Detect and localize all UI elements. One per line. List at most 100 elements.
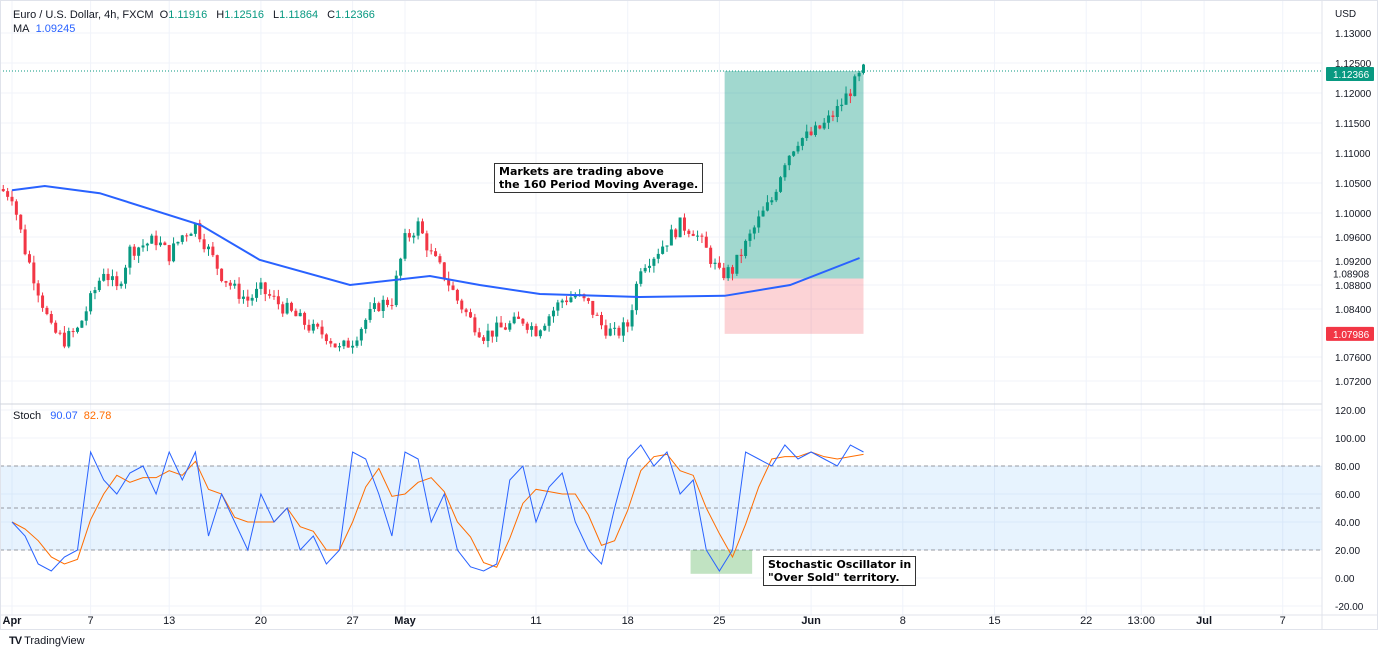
grid: [0, 0, 1322, 615]
candle-body: [172, 243, 176, 262]
candle-body: [62, 332, 66, 347]
candle-body: [76, 327, 79, 332]
tradingview-icon: TV: [9, 635, 22, 647]
candle-body: [464, 309, 468, 313]
candles: [1, 63, 865, 354]
candle-body: [600, 315, 603, 326]
candle-body: [503, 327, 507, 330]
high-value: 1.12516: [224, 9, 264, 21]
symbol-title: Euro / U.S. Dollar, 4h, FXCM: [13, 9, 154, 21]
stoch-band: [0, 465, 1322, 574]
candle-body: [364, 319, 368, 329]
candle-body: [6, 191, 10, 197]
candle-body: [455, 289, 459, 301]
candle-body: [696, 235, 700, 237]
candle-body: [407, 233, 411, 238]
candle-body: [23, 229, 27, 255]
candle-body: [394, 275, 398, 306]
candle-body: [573, 295, 577, 298]
x-tick-label: Apr: [3, 615, 23, 627]
candle-body: [586, 298, 590, 301]
candle-body: [41, 295, 45, 308]
candle-body: [281, 304, 285, 314]
candle-body: [630, 310, 634, 327]
stoch-annotation-line-1: Stochastic Oscillator in: [768, 558, 912, 571]
stoch-tick-label: 40.00: [1335, 518, 1360, 529]
stoch-tick-label: 20.00: [1335, 546, 1360, 557]
candle-body: [613, 327, 617, 329]
candle-body: [726, 267, 730, 279]
candle-body: [643, 267, 647, 272]
candle-body: [425, 233, 429, 251]
candle-body: [447, 278, 451, 286]
stoch-annotation[interactable]: Stochastic Oscillator in "Over Sold" ter…: [763, 556, 917, 586]
candle-body: [80, 320, 84, 328]
candle-body: [857, 72, 861, 77]
candle-body: [220, 268, 224, 282]
candle-body: [67, 331, 71, 347]
long-position-tool[interactable]: [0, 70, 1322, 334]
chart-border: [0, 0, 1378, 630]
candle-body: [787, 155, 791, 166]
candle-body: [1, 189, 5, 192]
candle-body: [132, 246, 136, 256]
candle-body: [700, 235, 704, 237]
x-tick-label: 15: [988, 615, 1000, 627]
symbol-legend: Euro / U.S. Dollar, 4h, FXCM O1.11916 H1…: [13, 9, 381, 21]
candle-body: [704, 236, 708, 248]
candle-body: [333, 343, 337, 348]
candle-body: [822, 122, 826, 129]
candle-body: [678, 217, 682, 238]
close-label: C: [327, 9, 336, 21]
price-tick-label: 1.12000: [1335, 89, 1372, 100]
stoch-tick-label: -20.00: [1335, 602, 1364, 613]
candle-body: [381, 299, 385, 312]
tradingview-wordmark: TradingView: [24, 635, 85, 647]
candle-body: [765, 202, 769, 211]
candle-body: [324, 334, 328, 342]
open-value: 1.11916: [168, 9, 208, 21]
candle-body: [460, 300, 464, 310]
candle-body: [429, 250, 433, 252]
x-tick-label: Jun: [801, 615, 821, 627]
x-tick-label: 13: [163, 615, 175, 627]
price-label-badge: [1326, 67, 1374, 82]
candle-body: [54, 322, 58, 333]
candle-body: [508, 323, 512, 330]
candle-body: [106, 273, 110, 281]
ma-annotation[interactable]: Markets are trading above the 160 Period…: [494, 163, 704, 193]
candle-body: [84, 311, 88, 321]
candle-body: [202, 239, 206, 250]
candle-body: [89, 293, 93, 312]
candle-body: [420, 221, 424, 234]
x-tick-label: 18: [622, 615, 634, 627]
stoch-k-value: 90.07: [50, 410, 78, 422]
candle-body: [656, 253, 660, 259]
candle-body: [621, 322, 625, 336]
candle-body: [355, 340, 359, 346]
price-label: 1.07986: [1333, 330, 1370, 341]
price-label: 1.08908: [1333, 270, 1370, 281]
candle-body: [276, 296, 280, 305]
tradingview-logo[interactable]: TV TradingView: [9, 635, 85, 647]
candle-body: [761, 210, 765, 217]
candle-body: [268, 294, 272, 296]
stoch-tick-label: 120.00: [1335, 406, 1366, 417]
candle-body: [840, 104, 844, 107]
candle-body: [215, 255, 219, 269]
stoch-legend: Stoch 90.07 82.78: [13, 410, 114, 422]
stoch-tick-label: 60.00: [1335, 490, 1360, 501]
x-tick-label: 27: [346, 615, 358, 627]
candle-body: [551, 310, 555, 317]
ma-annotation-line-1: Markets are trading above: [499, 165, 664, 178]
price-tick-label: 1.10000: [1335, 209, 1372, 220]
x-tick-label: 11: [530, 615, 541, 627]
candle-body: [809, 131, 813, 135]
candle-body: [661, 246, 665, 254]
candle-body: [792, 151, 796, 156]
candle-body: [783, 165, 787, 178]
candle-body: [569, 297, 573, 303]
candle-body: [779, 177, 783, 192]
candle-body: [294, 310, 298, 317]
